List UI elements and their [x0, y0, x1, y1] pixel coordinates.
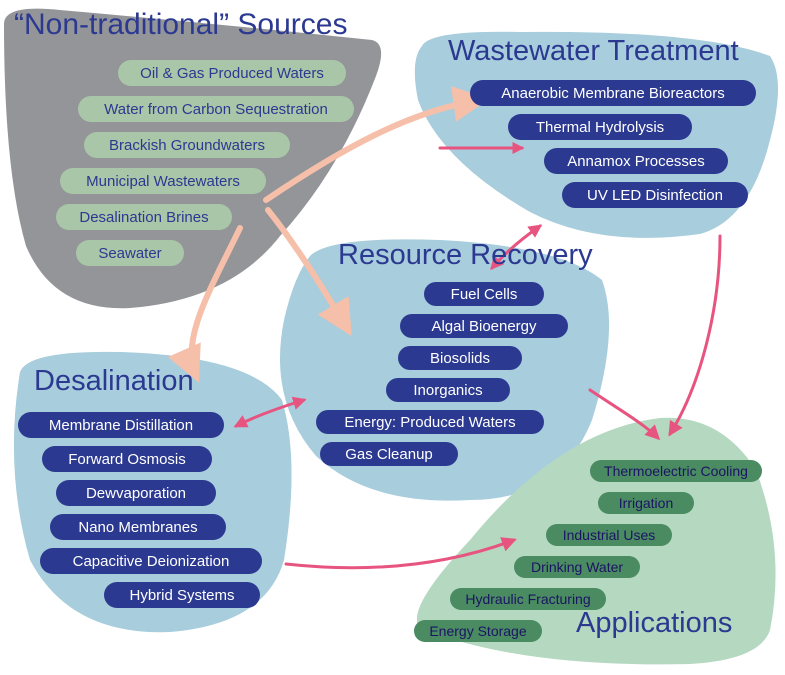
pill-desal-1: Forward Osmosis [42, 446, 212, 472]
pill-desal-3: Nano Membranes [50, 514, 226, 540]
t_desal: Desalination [34, 365, 194, 398]
arrow-waste_apps [670, 236, 720, 434]
pill-wastewater-3: UV LED Disinfection [562, 182, 748, 208]
pill-apps-2: Industrial Uses [546, 524, 672, 546]
pill-recovery-4: Energy: Produced Waters [316, 410, 544, 434]
diagram-root: { "canvas":{"width":785,"height":675,"ba… [0, 0, 785, 675]
pill-desal-4: Capacitive Deionization [40, 548, 262, 574]
pill-sources-0: Oil & Gas Produced Waters [118, 60, 346, 86]
pill-apps-1: Irrigation [598, 492, 694, 514]
pill-apps-3: Drinking Water [514, 556, 640, 578]
t_sources: “Non-traditional” Sources [14, 8, 347, 42]
pill-sources-1: Water from Carbon Sequestration [78, 96, 354, 122]
pill-sources-2: Brackish Groundwaters [84, 132, 290, 158]
pill-recovery-0: Fuel Cells [424, 282, 544, 306]
pill-wastewater-1: Thermal Hydrolysis [508, 114, 692, 140]
pill-apps-4: Hydraulic Fracturing [450, 588, 606, 610]
pill-sources-4: Desalination Brines [56, 204, 232, 230]
pill-apps-5: Energy Storage [414, 620, 542, 642]
pill-wastewater-0: Anaerobic Membrane Bioreactors [470, 80, 756, 106]
t_waste: Wastewater Treatment [448, 35, 739, 68]
pill-recovery-5: Gas Cleanup [320, 442, 458, 466]
t_recov: Resource Recovery [338, 239, 593, 272]
pill-recovery-2: Biosolids [398, 346, 522, 370]
pill-desal-2: Dewvaporation [56, 480, 216, 506]
pill-recovery-1: Algal Bioenergy [400, 314, 568, 338]
pill-desal-5: Hybrid Systems [104, 582, 260, 608]
pill-apps-0: Thermoelectric Cooling [590, 460, 762, 482]
pill-sources-5: Seawater [76, 240, 184, 266]
pill-desal-0: Membrane Distillation [18, 412, 224, 438]
t_apps: Applications [576, 607, 732, 640]
pill-recovery-3: Inorganics [386, 378, 510, 402]
pill-wastewater-2: Annamox Processes [544, 148, 728, 174]
pill-sources-3: Municipal Wastewaters [60, 168, 266, 194]
